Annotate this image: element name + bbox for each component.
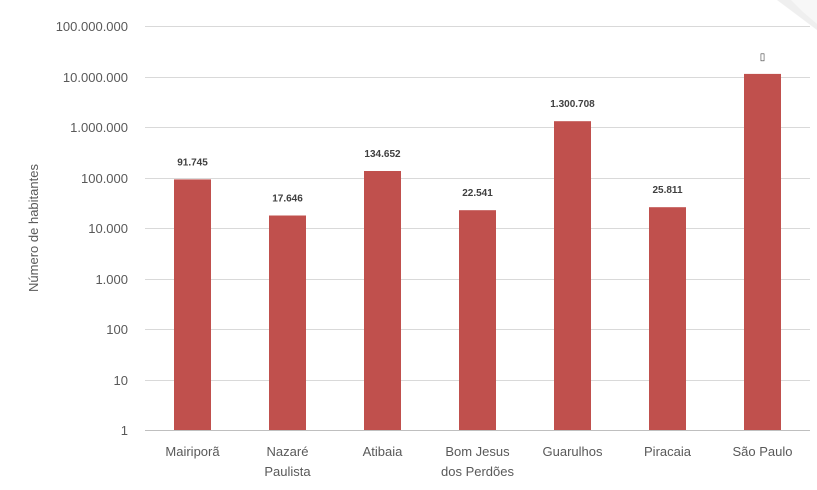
data-label: 22.541	[462, 188, 493, 199]
bars	[174, 73, 781, 431]
bar	[744, 73, 781, 431]
data-label: 134.652	[364, 149, 401, 160]
category-labels: Mairiporã Nazaré Paulista Atibaia Bom Jesus d…	[165, 444, 792, 479]
category-label: Mairiporã	[165, 444, 220, 459]
data-labels: 91.745 17.646 134.652 22.541 1.300.708 25.811…	[177, 52, 765, 205]
page-corner-decoration	[777, 0, 817, 30]
y-tick-label: 10.000.000	[63, 70, 128, 85]
y-tick-labels: 1 10 100 1.000 10.000 100.000 1.000.000 10.000.…	[56, 19, 128, 438]
y-tick-label: 1.000	[95, 272, 128, 287]
category-label: Piracaia	[644, 444, 692, 459]
category-label: Bom Jesus	[445, 444, 510, 459]
bar	[364, 171, 401, 430]
data-label: ▯	[760, 52, 766, 63]
bar	[554, 121, 591, 430]
bar	[269, 215, 306, 430]
data-label: 17.646	[272, 194, 303, 205]
category-label: Paulista	[264, 464, 311, 479]
category-label: Nazaré	[267, 444, 309, 459]
category-label: Atibaia	[363, 444, 404, 459]
y-tick-label: 10	[114, 373, 128, 388]
y-tick-label: 1.000.000	[70, 120, 128, 135]
y-tick-label: 100.000.000	[56, 19, 128, 34]
bar	[174, 179, 211, 430]
data-label: 1.300.708	[550, 99, 595, 110]
y-tick-label: 10.000	[88, 221, 128, 236]
y-tick-label: 1	[121, 423, 128, 438]
y-axis-title: Número de habitantes	[26, 164, 41, 292]
data-label: 91.745	[177, 157, 208, 168]
category-label: São Paulo	[733, 444, 793, 459]
data-label: 25.811	[652, 185, 682, 196]
bar	[649, 207, 686, 430]
y-tick-label: 100	[106, 322, 128, 337]
y-tick-label: 100.000	[81, 171, 128, 186]
category-label: dos Perdões	[441, 464, 514, 479]
category-label: Guarulhos	[543, 444, 603, 459]
bar	[459, 210, 496, 430]
